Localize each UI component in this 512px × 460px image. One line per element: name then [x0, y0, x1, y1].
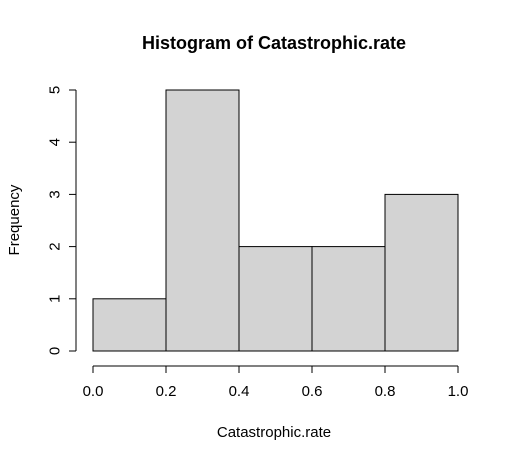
histogram-bar-3	[311, 246, 386, 352]
histogram-bar-1	[165, 89, 240, 352]
y-tick-label-5: 5	[47, 86, 64, 94]
histogram-bar-0	[92, 298, 167, 352]
x-tick-label-0: 0.0	[83, 383, 104, 400]
y-tick-label-2: 2	[47, 242, 64, 250]
y-tick-label-4: 4	[47, 138, 64, 146]
x-axis-label: Catastrophic.rate	[217, 424, 331, 441]
y-axis: 0 1 2 3 4 5	[47, 86, 77, 355]
y-axis-label: Frequency	[6, 184, 23, 255]
bars-group	[92, 89, 459, 352]
histogram-bar-2	[238, 246, 313, 352]
y-tick-label-0: 0	[47, 347, 64, 355]
x-tick-label-2: 0.4	[229, 383, 250, 400]
y-tick-label-1: 1	[47, 295, 64, 303]
x-axis: 0.0 0.2 0.4 0.6 0.8 1.0	[83, 365, 469, 400]
histogram-bar-4	[384, 193, 459, 352]
y-tick-label-3: 3	[47, 190, 64, 198]
x-tick-label-4: 0.8	[375, 383, 396, 400]
x-tick-label-5: 1.0	[448, 383, 469, 400]
x-tick-label-3: 0.6	[302, 383, 323, 400]
x-tick-label-1: 0.2	[156, 383, 177, 400]
chart-title: Histogram of Catastrophic.rate	[142, 33, 406, 53]
